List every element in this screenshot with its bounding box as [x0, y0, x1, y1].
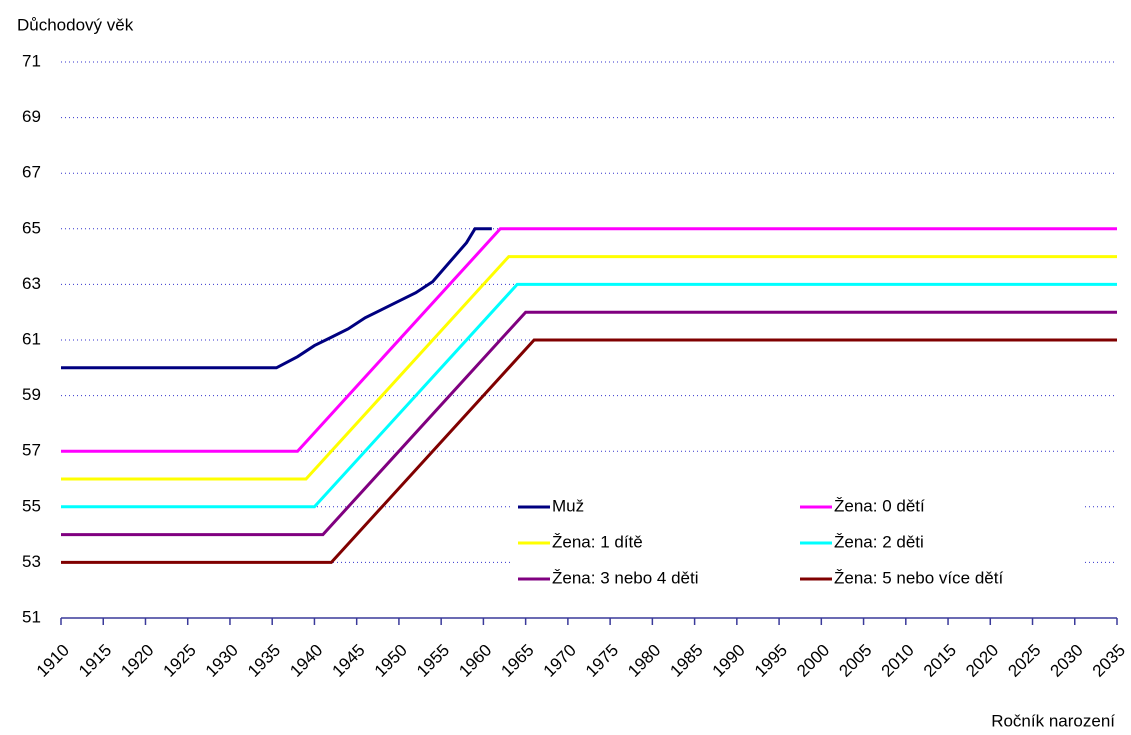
y-tick-label: 59	[22, 385, 41, 404]
x-tick-label: 1930	[202, 641, 242, 681]
legend-label: Žena: 5 nebo více dětí	[834, 568, 1003, 587]
x-tick-label: 2015	[920, 641, 960, 681]
legend-label: Žena: 3 nebo 4 děti	[552, 568, 699, 587]
x-tick-label: 2030	[1047, 641, 1087, 681]
x-tick-label: 1970	[540, 641, 580, 681]
x-tick-label: 1955	[413, 641, 453, 681]
x-tick-label: 2025	[1004, 641, 1044, 681]
y-tick-label: 69	[22, 107, 41, 126]
x-axis-title: Ročník narození	[991, 711, 1115, 730]
x-tick-label: 1960	[455, 641, 495, 681]
x-tick-label: 1920	[117, 641, 157, 681]
x-tick-label: 1950	[371, 641, 411, 681]
x-tick-label: 1945	[328, 641, 368, 681]
series-line	[61, 227, 1117, 453]
y-tick-label: 61	[22, 329, 41, 348]
y-tick-label: 57	[22, 441, 41, 460]
y-tick-label: 53	[22, 552, 41, 571]
x-tick-label: 1925	[160, 641, 200, 681]
legend-label: Žena: 2 děti	[834, 532, 924, 551]
y-tick-label: 71	[22, 51, 41, 70]
series-line	[61, 310, 1117, 537]
y-tick-label: 63	[22, 274, 41, 293]
y-tick-label: 51	[22, 607, 41, 626]
x-tick-label: 2035	[1089, 641, 1129, 681]
legend-box	[510, 490, 1085, 595]
x-tick-label: 1985	[666, 641, 706, 681]
x-tick-label: 1980	[624, 641, 664, 681]
y-tick-label: 65	[22, 218, 41, 237]
x-tick-label: 1910	[33, 641, 73, 681]
legend-label: Muž	[552, 496, 584, 515]
x-tick-label: 2010	[878, 641, 918, 681]
series-line	[61, 338, 1117, 564]
x-tick-label: 1975	[582, 641, 622, 681]
x-tick-label: 1935	[244, 641, 284, 681]
series-line	[61, 282, 1117, 509]
y-tick-label: 67	[22, 163, 41, 182]
y-tick-label: 55	[22, 496, 41, 515]
x-tick-label: 1990	[709, 641, 749, 681]
x-tick-label: 1995	[751, 641, 791, 681]
x-tick-label: 2005	[835, 641, 875, 681]
series-line	[61, 227, 492, 370]
series-line	[61, 255, 1117, 481]
x-tick-label: 2000	[793, 641, 833, 681]
y-axis-title: Důchodový věk	[17, 15, 134, 34]
legend-label: Žena: 0 dětí	[834, 496, 925, 515]
x-tick-label: 1915	[75, 641, 115, 681]
legend-label: Žena: 1 dítě	[552, 532, 643, 551]
x-tick-label: 1965	[497, 641, 537, 681]
x-tick-label: 1940	[286, 641, 326, 681]
x-tick-label: 2020	[962, 641, 1002, 681]
